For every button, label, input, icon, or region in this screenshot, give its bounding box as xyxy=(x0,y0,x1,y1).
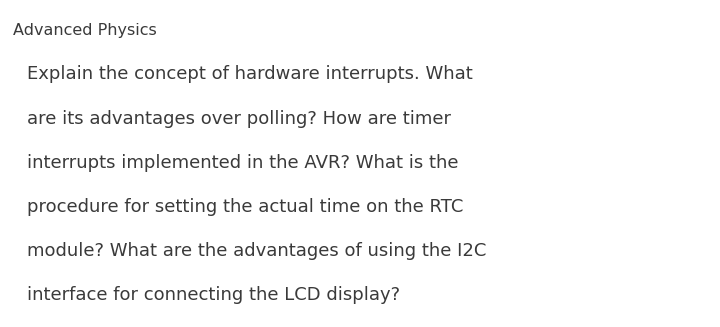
Text: module? What are the advantages of using the I2C: module? What are the advantages of using… xyxy=(27,242,487,260)
Text: Explain the concept of hardware interrupts. What: Explain the concept of hardware interrup… xyxy=(27,65,473,83)
Text: procedure for setting the actual time on the RTC: procedure for setting the actual time on… xyxy=(27,198,464,216)
Text: interface for connecting the LCD display?: interface for connecting the LCD display… xyxy=(27,286,400,304)
Text: are its advantages over polling? How are timer: are its advantages over polling? How are… xyxy=(27,110,451,128)
Text: interrupts implemented in the AVR? What is the: interrupts implemented in the AVR? What … xyxy=(27,154,459,172)
Text: Advanced Physics: Advanced Physics xyxy=(13,23,157,38)
